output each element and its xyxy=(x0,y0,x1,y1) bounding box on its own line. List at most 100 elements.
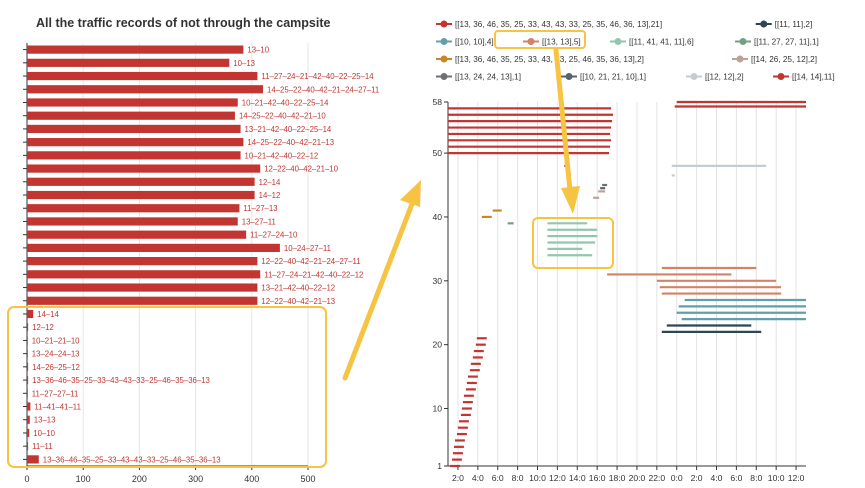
bar xyxy=(27,124,241,134)
legend-marker xyxy=(565,73,573,80)
legend-marker xyxy=(440,20,448,28)
bar-label: 10–13 xyxy=(233,59,255,68)
bar xyxy=(27,375,29,385)
bar-label: 11–27–24–21–42–40–22–12 xyxy=(264,270,363,279)
legend-label: [[11, 11],2] xyxy=(775,20,812,29)
legend-marker xyxy=(440,38,448,45)
x-tick-label: 10:0 xyxy=(768,473,785,483)
bar xyxy=(27,230,247,239)
x-grid xyxy=(82,43,309,466)
legend-label: [[10, 21, 21, 10],1] xyxy=(580,73,646,82)
bar-label: 12–22–40–42–21–10 xyxy=(264,165,338,174)
y-tick-label: 30 xyxy=(432,276,442,286)
route-timeline-chart: [[13, 36, 46, 35, 25, 33, 43, 43, 33, 25… xyxy=(432,20,834,483)
arrow-legend-to-cluster xyxy=(553,47,580,214)
x-tick-label: 20:0 xyxy=(629,473,646,483)
x-tick-label: 8:0 xyxy=(750,473,762,483)
x-tick-label: 4:0 xyxy=(711,473,723,483)
bar-label: 13–24–24–13 xyxy=(32,350,80,359)
bar-label: 14–25–22–40–42–21–13 xyxy=(247,138,334,147)
bar-label: 10–21–21–10 xyxy=(32,336,80,345)
bar xyxy=(27,177,255,186)
legend-label: [[12, 12],2] xyxy=(705,73,744,82)
bar xyxy=(27,45,244,54)
legend-item: [[10, 10],4] xyxy=(436,38,494,47)
x-tick-label: 14:0 xyxy=(569,473,586,483)
bar xyxy=(27,389,28,398)
x-tick-label: 0:0 xyxy=(671,473,683,483)
legend-item: [[13, 36, 46, 35, 25, 33, 43, 33, 25, 46… xyxy=(436,55,644,64)
bar-label: 14–12 xyxy=(259,191,281,200)
legend-label: [[13, 36, 46, 35, 25, 33, 43, 43, 33, 25… xyxy=(455,20,662,29)
legend-label: [[13, 36, 46, 35, 25, 33, 43, 33, 25, 46… xyxy=(455,55,644,64)
bar-label: 11–11 xyxy=(32,442,53,451)
legend-marker xyxy=(690,73,698,80)
y-tick-label: 40 xyxy=(432,212,442,222)
legend-label: [[11, 41, 41, 11],6] xyxy=(629,38,694,47)
bar xyxy=(27,455,39,464)
x-tick-label: 200 xyxy=(132,474,147,484)
arrow-to-timeline xyxy=(342,180,421,381)
bar-label: 13–21–42–40–22–25–14 xyxy=(245,125,332,134)
legend-label: [[11, 27, 27, 11],1] xyxy=(754,38,819,47)
legend: [[13, 36, 46, 35, 25, 33, 43, 43, 33, 25… xyxy=(436,20,835,82)
bar-label: 12–14 xyxy=(259,178,281,187)
x-tick-label: 500 xyxy=(300,474,315,484)
bar xyxy=(27,323,29,332)
highlight-box-legend-entry xyxy=(494,30,586,49)
bar xyxy=(27,138,244,147)
x-tick-label: 6:0 xyxy=(730,473,742,483)
x-tick-label: 12:0 xyxy=(788,473,805,483)
legend-item: [[12, 12],2] xyxy=(686,73,744,82)
legend-label: [[14, 26, 25, 12],2] xyxy=(751,55,817,64)
bar-label: 12–22–40–42–21–24–27–11 xyxy=(261,257,360,266)
timeline-axes: 2:0 4:0 6:0 8:0 10:0 12:0 14:0 16:0 18:0 20:0 22:0… xyxy=(432,97,806,483)
legend-item: [[10, 21, 21, 10],1] xyxy=(561,73,646,82)
legend-marker xyxy=(760,20,768,28)
y-tick-label: 10 xyxy=(432,404,442,414)
legend-label: [[13, 13],5] xyxy=(542,38,581,47)
chart-title: All the traffic records of not through t… xyxy=(36,16,331,30)
bar xyxy=(27,362,29,371)
bar xyxy=(27,309,34,319)
highlight-box-small-bars xyxy=(7,306,327,468)
bar-label: 14–25–22–40–42–21–10 xyxy=(239,112,326,121)
bar xyxy=(27,98,238,107)
x-tick-label: 2:0 xyxy=(452,473,464,483)
y-tick-label: 20 xyxy=(432,340,442,350)
highlight-box-timeline-cluster xyxy=(532,217,614,269)
legend-item: [[14, 14],11] xyxy=(773,73,835,82)
bar-label: 14–26–25–12 xyxy=(32,363,80,372)
legend-item: [[14, 26, 25, 12],2] xyxy=(732,55,817,64)
legend-marker xyxy=(739,38,747,45)
legend-item: [[11, 11],2] xyxy=(755,20,812,29)
time-grid xyxy=(457,102,797,466)
x-tick-label: 6:0 xyxy=(492,473,504,483)
timeline-series xyxy=(448,100,806,468)
legend-item: [[13, 36, 46, 35, 25, 33, 43, 43, 33, 25… xyxy=(436,20,662,29)
x-tick-label: 0 xyxy=(24,474,29,484)
x-tick-label: 12:0 xyxy=(549,473,566,483)
bar xyxy=(27,270,261,279)
legend-label: [[14, 14],11] xyxy=(792,73,835,82)
bar-label: 14–14 xyxy=(37,310,59,319)
bar xyxy=(27,257,258,266)
bar xyxy=(27,283,258,292)
y-tick-label: 50 xyxy=(432,148,442,158)
bar-label: 10–24–27–11 xyxy=(284,244,331,253)
legend-marker xyxy=(777,73,785,80)
bar-label: 13–13 xyxy=(34,416,56,425)
legend-marker xyxy=(527,38,535,45)
legend-marker xyxy=(440,55,448,63)
bar-label: 12–22–40–42–21–13 xyxy=(261,297,335,306)
bar xyxy=(27,428,30,438)
bar xyxy=(27,111,235,120)
bar xyxy=(27,85,264,94)
y-tick-label: 58 xyxy=(432,97,442,107)
bar xyxy=(27,349,28,358)
bar-label: 11–41–41–11 xyxy=(34,403,81,412)
bar xyxy=(27,58,230,67)
bar xyxy=(27,415,30,424)
bar xyxy=(27,71,258,81)
legend-item: [[13, 24, 24, 13],1] xyxy=(436,73,521,82)
